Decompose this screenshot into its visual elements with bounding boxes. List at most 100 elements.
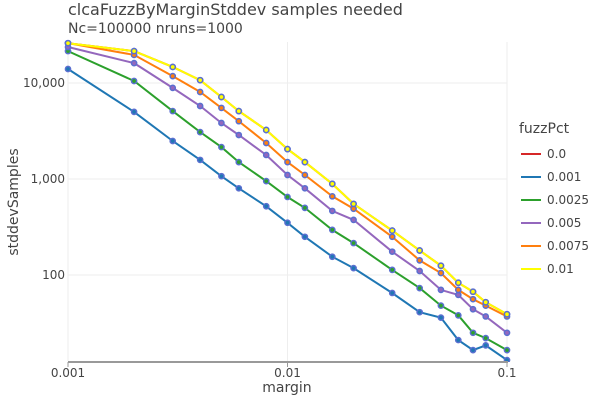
data-point[interactable] <box>235 107 243 115</box>
grid-lines <box>67 42 508 361</box>
data-point[interactable] <box>469 329 477 337</box>
data-point[interactable] <box>262 202 270 210</box>
data-point[interactable] <box>437 302 445 309</box>
data-point[interactable] <box>169 107 177 115</box>
legend-item[interactable]: 0.001 <box>521 170 581 184</box>
data-point[interactable] <box>301 171 309 179</box>
data-point[interactable] <box>482 334 490 342</box>
data-point[interactable] <box>235 184 243 192</box>
data-point[interactable] <box>196 128 204 136</box>
legend-label: 0.0075 <box>547 239 589 253</box>
data-point[interactable] <box>130 77 138 85</box>
data-point[interactable] <box>301 233 309 241</box>
data-point[interactable] <box>454 311 462 319</box>
data-point[interactable] <box>196 76 204 84</box>
data-point[interactable] <box>388 233 396 241</box>
data-point[interactable] <box>284 171 291 179</box>
data-point[interactable] <box>169 84 177 92</box>
data-point[interactable] <box>482 342 490 349</box>
series-0_001 <box>64 65 511 362</box>
data-point[interactable] <box>454 279 462 287</box>
data-point[interactable] <box>284 158 291 166</box>
data-point[interactable] <box>416 284 424 292</box>
data-point[interactable] <box>469 288 477 296</box>
data-point[interactable] <box>169 137 177 145</box>
data-point[interactable] <box>169 72 177 80</box>
data-point[interactable] <box>328 207 336 215</box>
data-point[interactable] <box>218 93 225 101</box>
axes: 0.001 0.01 0.1 100 1,000 10,000 <box>23 76 517 380</box>
data-point[interactable] <box>196 88 204 96</box>
data-point[interactable] <box>388 266 396 274</box>
data-point[interactable] <box>388 289 396 297</box>
data-point[interactable] <box>235 131 243 139</box>
data-point[interactable] <box>503 346 511 354</box>
data-point[interactable] <box>388 248 396 256</box>
legend-item[interactable]: 0.005 <box>521 216 581 230</box>
data-point[interactable] <box>469 305 477 313</box>
data-point[interactable] <box>130 47 138 55</box>
data-point[interactable] <box>169 63 177 71</box>
legend-item[interactable]: 0.0025 <box>521 193 589 207</box>
data-point[interactable] <box>301 184 309 192</box>
data-point[interactable] <box>416 247 424 254</box>
data-point[interactable] <box>64 65 72 73</box>
data-point[interactable] <box>235 158 243 166</box>
legend-item[interactable]: 0.01 <box>521 262 574 276</box>
data-point[interactable] <box>482 298 490 306</box>
data-point[interactable] <box>262 177 270 185</box>
data-point[interactable] <box>196 156 204 164</box>
data-point[interactable] <box>416 267 424 275</box>
data-point[interactable] <box>284 219 291 227</box>
legend-item[interactable]: 0.0 <box>521 147 566 161</box>
chart-title: clcaFuzzByMarginStddev samples needed <box>68 0 403 19</box>
data-point[interactable] <box>503 310 511 318</box>
data-point[interactable] <box>350 264 357 272</box>
data-point[interactable] <box>262 151 270 159</box>
data-point[interactable] <box>218 172 225 180</box>
data-point[interactable] <box>218 119 225 127</box>
data-point[interactable] <box>301 158 309 166</box>
data-point[interactable] <box>350 239 357 247</box>
data-point[interactable] <box>328 226 336 234</box>
data-point[interactable] <box>262 126 270 134</box>
data-point[interactable] <box>284 193 291 201</box>
data-point[interactable] <box>64 39 72 47</box>
data-point[interactable] <box>350 216 357 224</box>
data-point[interactable] <box>503 356 511 362</box>
data-point[interactable] <box>469 346 477 354</box>
data-point[interactable] <box>130 59 138 67</box>
data-point[interactable] <box>454 336 462 344</box>
data-point[interactable] <box>454 286 462 294</box>
x-tick-label: 0.01 <box>274 366 301 380</box>
data-point[interactable] <box>469 295 477 303</box>
data-point[interactable] <box>350 200 357 208</box>
data-point[interactable] <box>328 192 336 200</box>
data-point[interactable] <box>284 145 291 153</box>
data-point[interactable] <box>416 257 424 264</box>
data-point[interactable] <box>130 108 138 116</box>
data-point[interactable] <box>328 180 336 188</box>
data-point[interactable] <box>482 313 490 320</box>
data-point[interactable] <box>218 104 225 112</box>
legend-item[interactable]: 0.0075 <box>521 239 589 253</box>
data-point[interactable] <box>235 117 243 125</box>
legend-label: 0.001 <box>547 170 581 184</box>
data-point[interactable] <box>437 262 445 270</box>
data-point[interactable] <box>262 139 270 147</box>
data-point[interactable] <box>388 227 396 234</box>
legend-title: fuzzPct <box>519 121 570 137</box>
data-point[interactable] <box>416 308 424 316</box>
x-tick-label: 0.1 <box>497 366 516 380</box>
legend-label: 0.005 <box>547 216 581 230</box>
data-point[interactable] <box>301 204 309 212</box>
legend-label: 0.01 <box>547 262 574 276</box>
data-point[interactable] <box>218 143 225 151</box>
data-point[interactable] <box>503 329 511 337</box>
data-point[interactable] <box>437 314 445 321</box>
data-point[interactable] <box>196 102 204 110</box>
data-point[interactable] <box>328 253 336 261</box>
data-point[interactable] <box>437 269 445 277</box>
data-point[interactable] <box>437 286 445 294</box>
